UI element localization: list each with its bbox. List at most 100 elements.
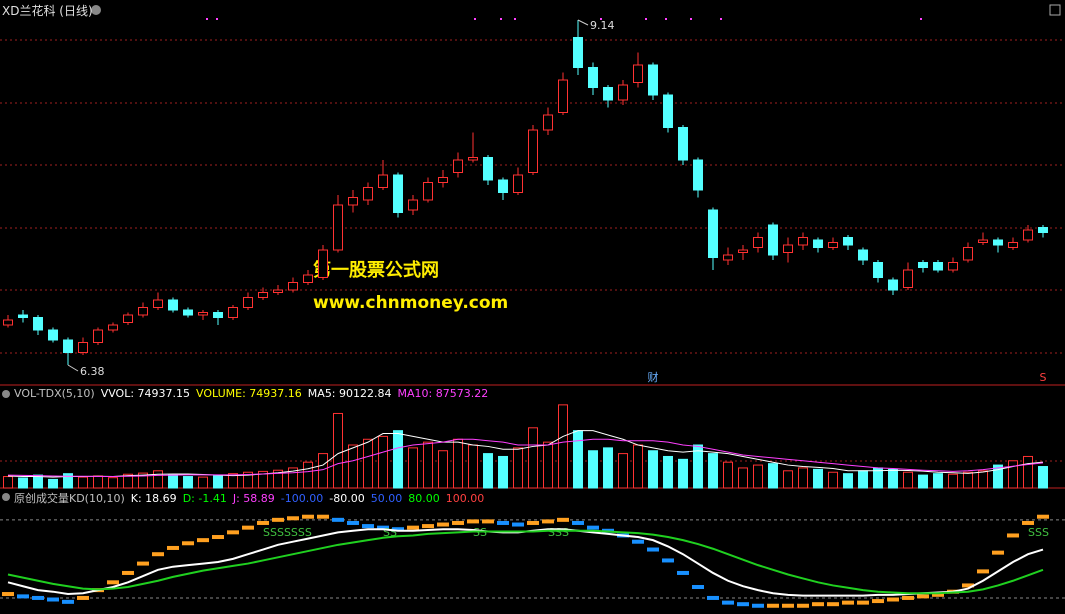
legend-text: VVOL: 74937.15 [100,387,191,400]
candle-body [588,67,598,88]
candle-body [543,114,553,131]
ma-line [7,438,1044,478]
stair-block [77,595,89,600]
candle-body [738,249,748,253]
stair-block [902,595,914,600]
candle-body [468,157,478,161]
volume-bar [108,477,118,489]
volume-bar [333,412,343,489]
stair-block [542,519,554,524]
candle-body [438,177,448,183]
volume-bar [543,441,553,489]
stair-block [677,570,689,575]
stair-block [32,595,44,600]
stair-block [452,520,464,525]
volume-bar [1023,455,1033,489]
candle-body [918,262,928,268]
volume-bar [273,469,283,489]
marker [720,18,722,20]
candle-body [63,339,73,353]
stair-block [122,570,134,575]
volume-bar [423,441,433,489]
volume-bar [378,435,388,489]
candle-body [783,244,793,253]
ma-line [7,430,1044,478]
stair-block [587,525,599,530]
volume-bar [888,468,898,489]
stair-block [287,516,299,521]
settings-icon[interactable] [2,390,10,398]
candle-body [348,197,358,206]
stair-block [2,592,14,597]
stair-block [392,527,404,532]
stair-block [47,597,59,602]
stair-block [992,550,1004,555]
stair-block [302,514,314,519]
candle-body [48,329,58,341]
candle-body [1023,229,1033,241]
marker [920,18,922,20]
volume-bar [258,470,268,489]
candle-body [858,249,868,261]
candle-body [303,274,313,283]
stair-block [752,603,764,608]
volume-bar [783,470,793,489]
volume-bar [528,427,538,489]
stair-block [842,600,854,605]
top-markers [206,18,922,20]
stair-block [632,539,644,544]
candle-body [1038,227,1048,233]
marker [665,18,667,20]
chart-title: XD兰花科 (日线) [2,3,93,18]
legend-text: K: 18.69 [130,492,177,505]
candle-body [753,237,763,248]
marker [645,18,647,20]
volume-bar [3,476,13,489]
candle-body [288,282,298,291]
candle-body [108,324,118,331]
stair-block [722,600,734,605]
volume-bar [918,474,928,489]
volume-bar [183,476,193,489]
candle-body [138,307,148,316]
volume-bar [603,447,613,489]
candle-body [18,314,28,318]
candle-body [93,329,103,343]
volume-bar [318,453,328,489]
kd-line [7,528,1044,597]
settings-icon[interactable] [91,5,101,15]
volume-bar [213,475,223,489]
stair-block [782,603,794,608]
stair-block [1037,514,1049,519]
settings-icon[interactable] [2,493,10,501]
stair-block [917,594,929,599]
candle-body [888,279,898,291]
marker [206,18,208,20]
marker [500,18,502,20]
candle-body [198,312,208,316]
volume-bar [993,464,1003,489]
volume-bar [663,455,673,489]
candle-body [828,242,838,248]
stair-block [227,530,239,535]
legend-text: 50.00 [370,492,403,505]
legend-text: MA5: 90122.84 [307,387,392,400]
candle-body [153,299,163,308]
stair-block [857,600,869,605]
legend-text: VOL-TDX(5,10) [14,387,95,400]
candle-body [723,254,733,261]
legend-text: -80.00 [329,492,365,505]
signal-label: SSS [1028,526,1049,539]
candle-body [798,237,808,246]
candle-body [483,157,493,181]
stair-block [242,525,254,530]
volume-bar [1038,466,1048,489]
candle-body [168,299,178,311]
window-button[interactable] [1049,4,1061,16]
volume-legend: VOL-TDX(5,10) VVOL: 74937.15 VOLUME: 74937… [14,387,494,400]
volume-bar [978,470,988,489]
candle-body [528,129,538,173]
kd-legend: 原创成交量KD(10,10) K: 18.69 D: -1.41 J: 58.89 -1… [14,490,490,506]
